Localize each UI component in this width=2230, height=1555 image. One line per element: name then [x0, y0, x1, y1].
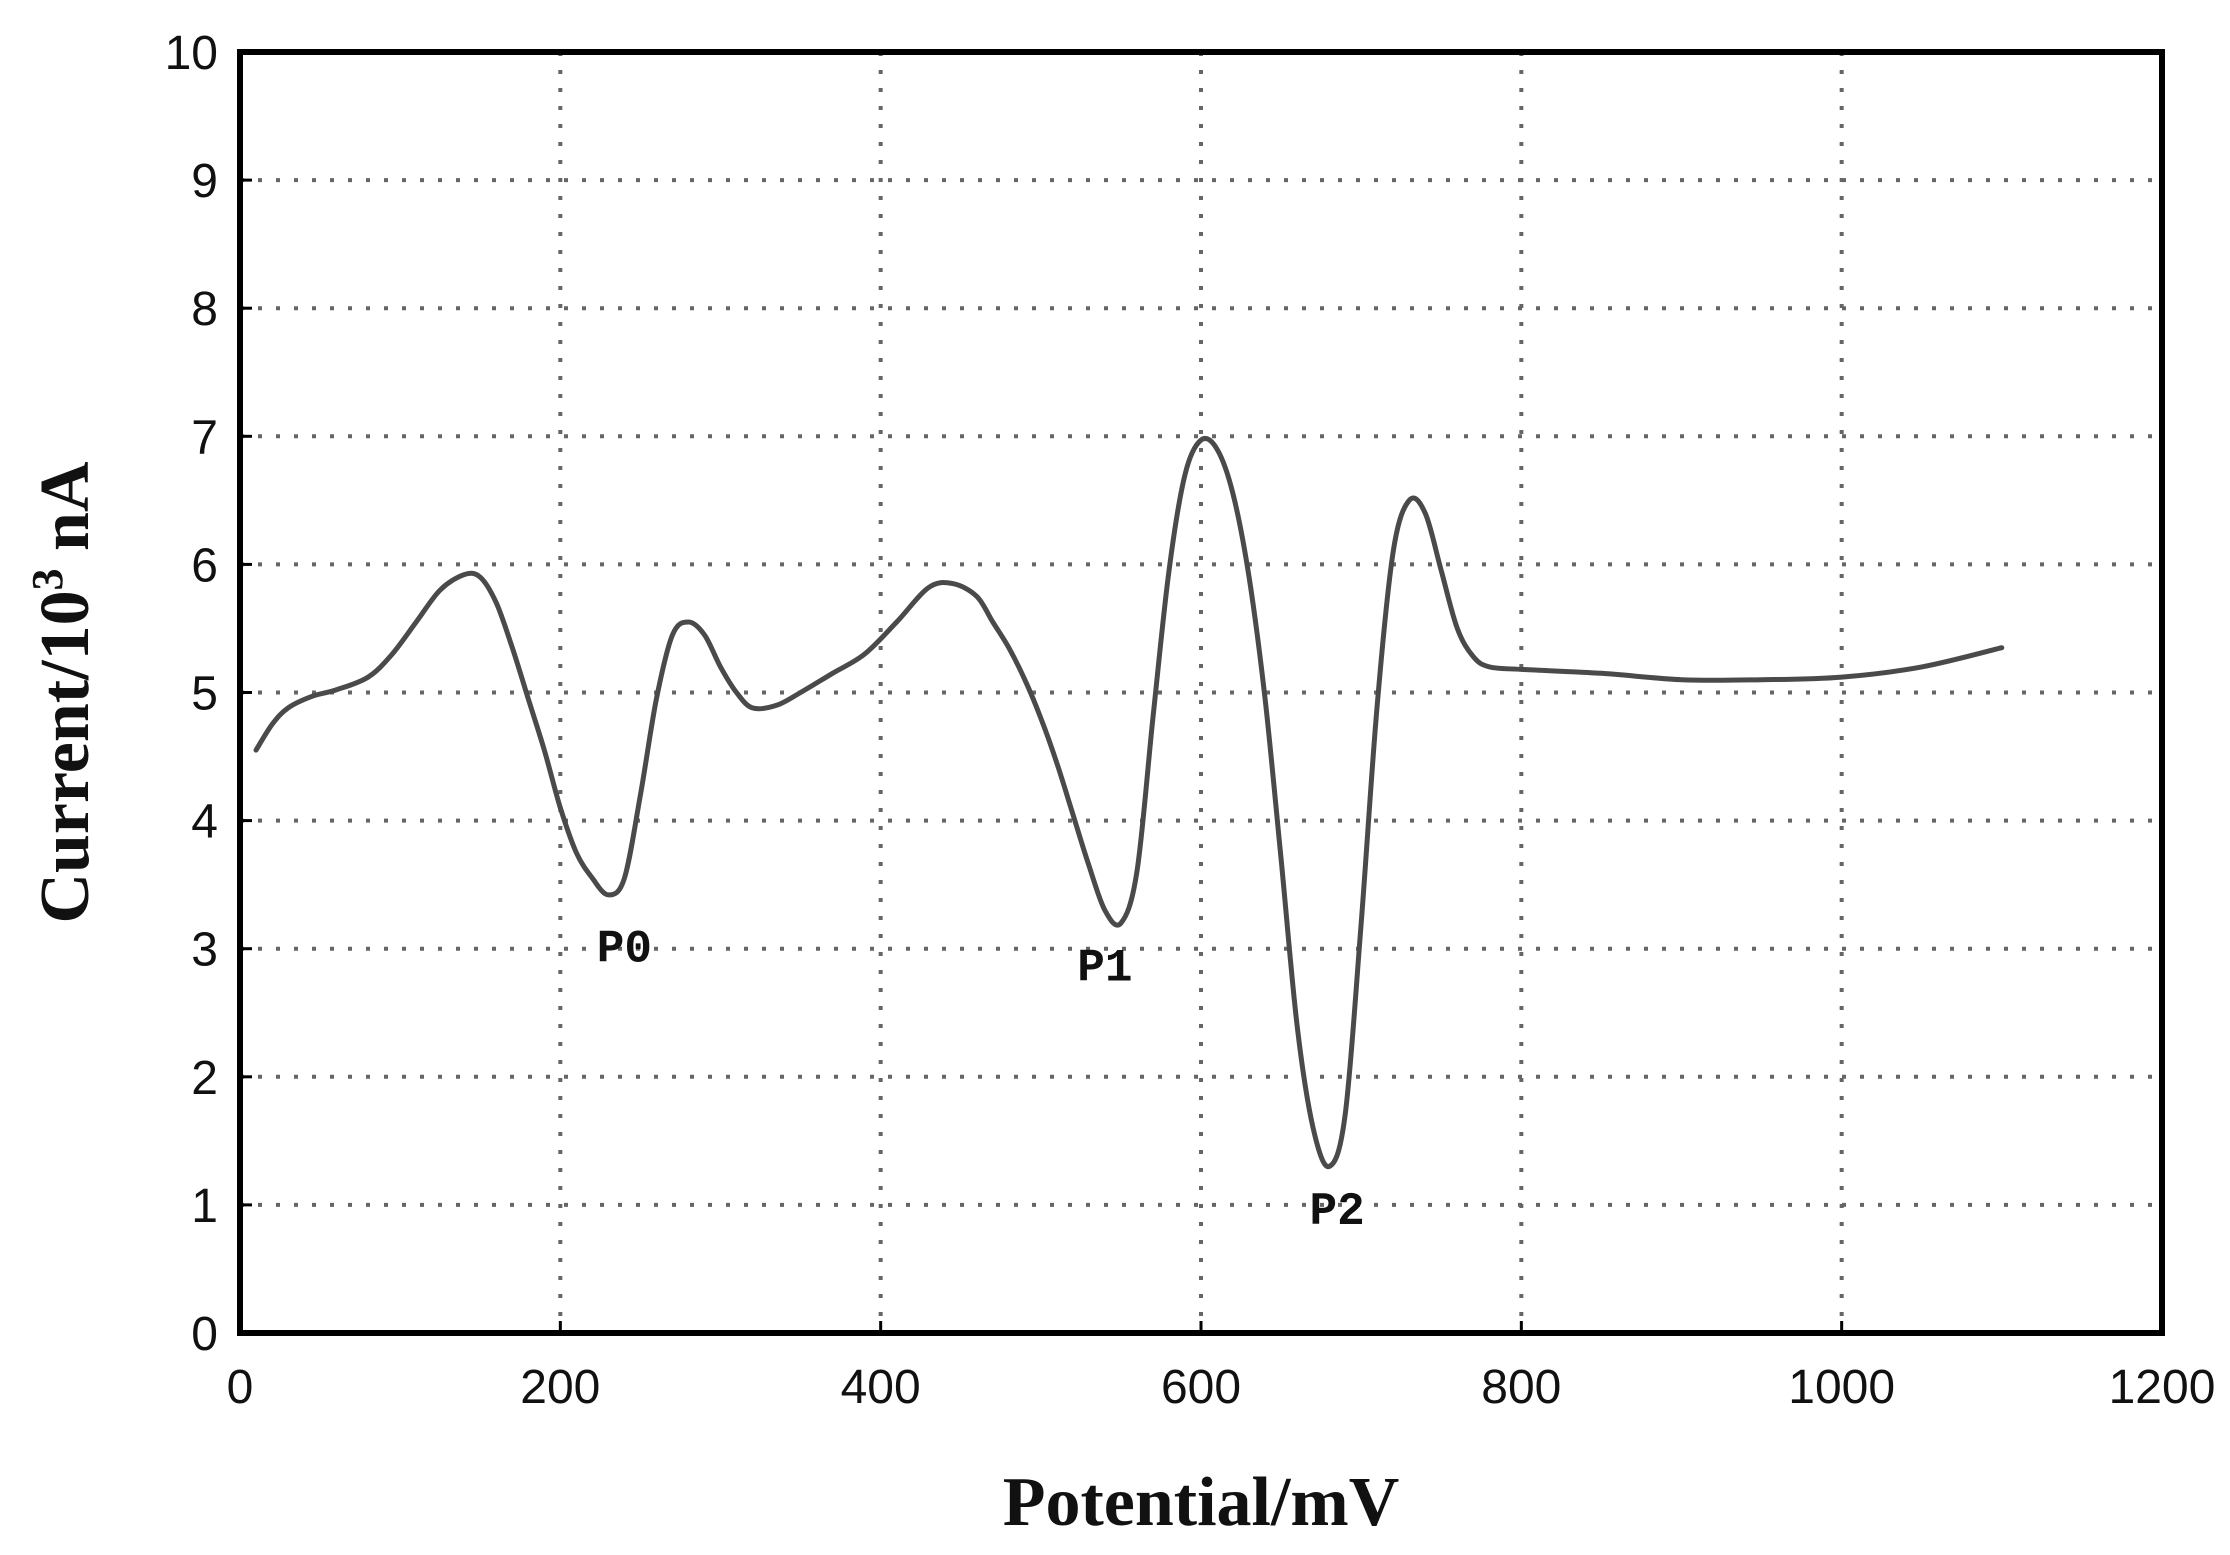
peak-label-p0: P0: [597, 924, 652, 976]
y-axis-title-prefix: Current/10: [27, 590, 104, 923]
y-tick-label: 2: [191, 1052, 218, 1105]
y-tick-label: 10: [165, 27, 218, 80]
peak-annotations: P0 P1 P2: [597, 924, 1365, 1239]
y-tick-label: 5: [191, 668, 218, 721]
x-tick-label: 400: [841, 1361, 921, 1414]
x-tick-label: 600: [1161, 1361, 1241, 1414]
y-axis-title-superscript: 3: [23, 568, 72, 590]
y-axis-title-suffix: nA: [27, 461, 104, 568]
x-tick-label: 800: [1481, 1361, 1561, 1414]
y-tick-label: 7: [191, 411, 218, 464]
axis-ticks: 0 1 2 3 4 5 6 7 8 9 10 0 200 400 600 800 1000 1200: [165, 27, 2216, 1414]
series-line: [253, 435, 2005, 1170]
x-tick-label: 0: [227, 1361, 254, 1414]
plot-frame: [237, 49, 2165, 1336]
y-tick-label: 6: [191, 539, 218, 592]
y-tick-label: 4: [191, 796, 218, 849]
peak-label-p1: P1: [1077, 943, 1132, 995]
x-tick-label: 1000: [1788, 1361, 1895, 1414]
y-tick-label: 9: [191, 155, 218, 208]
series-group: [253, 435, 2005, 1170]
x-tick-label: 1200: [2109, 1361, 2216, 1414]
peak-label-p2: P2: [1310, 1186, 1365, 1238]
y-tick-label: 1: [191, 1180, 218, 1233]
x-axis-title: Potential/mV: [1003, 1464, 1400, 1541]
y-tick-label: 0: [191, 1308, 218, 1361]
y-tick-label: 8: [191, 283, 218, 336]
x-tick-label: 200: [520, 1361, 600, 1414]
y-axis-title: Current/103 nA: [23, 461, 104, 924]
y-tick-label: 3: [191, 924, 218, 977]
